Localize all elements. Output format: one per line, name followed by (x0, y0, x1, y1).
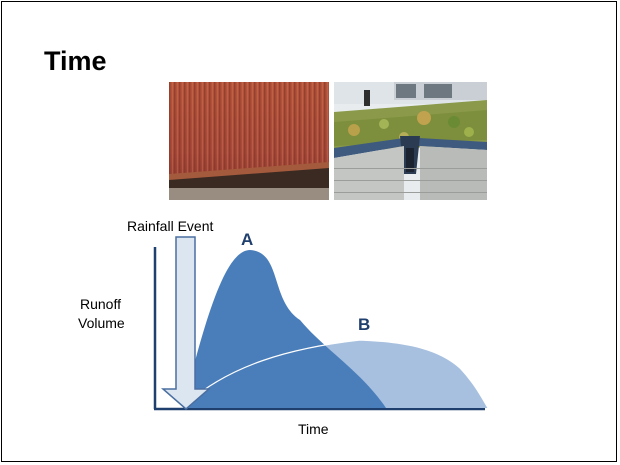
rainfall-arrow (160, 236, 212, 410)
y-axis-label-line1: Runoff (80, 296, 121, 312)
green-roof-photo (334, 82, 487, 200)
x-axis-label: Time (298, 421, 329, 437)
curve-b-outline (185, 339, 489, 409)
curve-a-area (183, 250, 386, 408)
slide-title: Time (44, 46, 107, 76)
metal-roof-photo (169, 82, 329, 200)
curve-a-label: A (241, 230, 253, 249)
curve-b-label: B (358, 315, 370, 334)
rainfall-event-label: Rainfall Event (127, 218, 213, 234)
y-axis-label-line2: Volume (78, 315, 125, 331)
